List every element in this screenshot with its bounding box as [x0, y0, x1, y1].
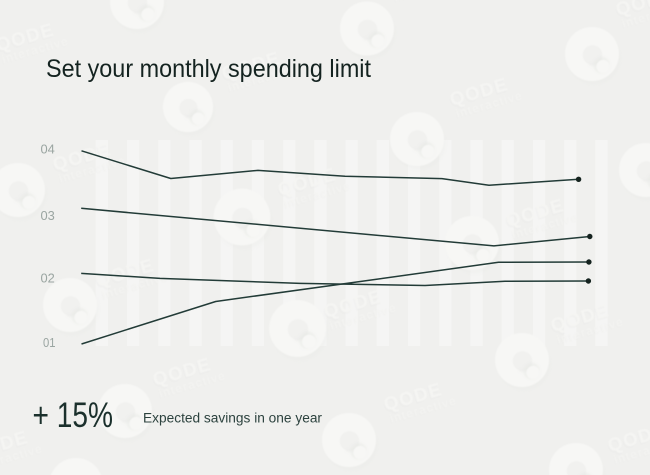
- svg-text:01: 01: [43, 336, 56, 350]
- svg-text:03: 03: [41, 209, 55, 223]
- svg-text:04: 04: [41, 143, 55, 157]
- svg-text:Set your monthly spending limi: Set your monthly spending limit: [46, 55, 371, 83]
- svg-text:+ 15%: + 15%: [33, 396, 114, 435]
- svg-text:02: 02: [41, 272, 55, 286]
- svg-text:Expected savings in one year: Expected savings in one year: [143, 411, 323, 426]
